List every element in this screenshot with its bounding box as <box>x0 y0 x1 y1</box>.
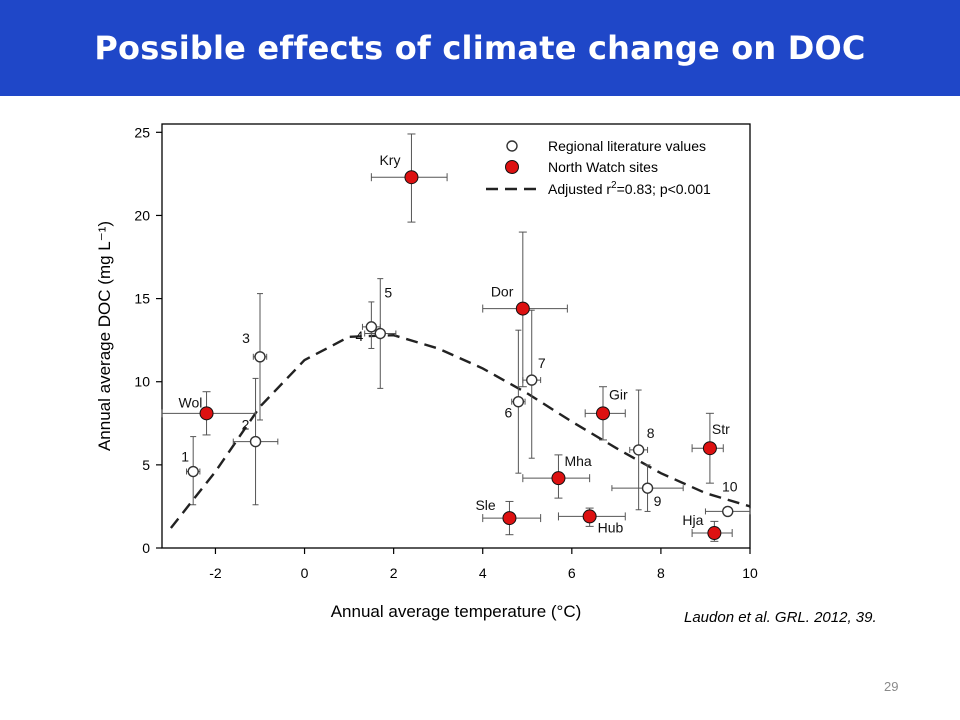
legend-label-north-watch: North Watch sites <box>548 159 658 175</box>
north-watch-point <box>582 509 597 524</box>
north-watch-point <box>502 511 517 526</box>
regional-point-label: 6 <box>504 405 512 421</box>
north-watch-point <box>404 170 419 185</box>
north-watch-point-label: Sle <box>475 497 495 513</box>
regional-point <box>374 327 386 340</box>
page-number: 29 <box>884 679 899 694</box>
regional-point <box>722 505 734 518</box>
north-watch-point <box>707 526 722 541</box>
regional-point-label: 1 <box>181 449 189 465</box>
north-watch-point-label: Str <box>712 421 730 437</box>
regional-point <box>249 435 262 448</box>
regional-point <box>632 444 645 456</box>
north-watch-point-label: Wol <box>179 394 203 410</box>
north-watch-point <box>702 441 717 456</box>
y-tick-label: 5 <box>142 457 150 473</box>
y-tick-label: 20 <box>134 207 150 223</box>
plot-frame <box>161 123 751 549</box>
regional-point-label: 3 <box>242 330 250 346</box>
regional-point-label: 4 <box>355 328 363 344</box>
regional-point-label: 7 <box>538 355 546 371</box>
north-watch-point <box>551 471 566 486</box>
x-tick-label: 2 <box>390 565 398 581</box>
y-tick-label: 0 <box>142 540 150 556</box>
x-axis-title: Annual average temperature (°C) <box>331 602 582 621</box>
regional-point <box>365 321 378 333</box>
north-watch-point <box>515 301 530 316</box>
north-watch-point-label: Hja <box>682 512 703 528</box>
fit-curve <box>169 333 751 529</box>
x-tick-label: -2 <box>209 565 222 581</box>
citation: Laudon et al. GRL. 2012, 39. <box>684 609 877 626</box>
y-tick-label: 25 <box>134 124 150 140</box>
north-watch-point-label: Mha <box>564 453 591 469</box>
regional-point-label: 8 <box>647 425 655 441</box>
north-watch-point-label: Gir <box>609 386 628 402</box>
x-tick-label: 6 <box>568 565 576 581</box>
x-tick-label: 10 <box>742 565 758 581</box>
y-tick-label: 10 <box>134 374 150 390</box>
regional-point <box>512 395 525 408</box>
legend-label-fit: Adjusted r2=0.83; p<0.001 <box>548 180 711 197</box>
x-tick-label: 0 <box>301 565 309 581</box>
x-tick-label: 4 <box>479 565 487 581</box>
regional-point <box>526 374 538 386</box>
x-tick-label: 8 <box>657 565 665 581</box>
title-bar: Possible effects of climate change on DO… <box>0 0 960 96</box>
legend-filled-circle-icon <box>505 160 519 174</box>
slide-title: Possible effects of climate change on DO… <box>94 29 866 67</box>
legend-label-regional: Regional literature values <box>548 138 706 154</box>
regional-point <box>187 465 199 478</box>
y-tick-label: 15 <box>134 291 150 307</box>
north-watch-point <box>596 406 610 421</box>
north-watch-point-label: Dor <box>491 284 514 300</box>
regional-point-label: 2 <box>242 417 250 433</box>
regional-point-label: 5 <box>384 285 392 301</box>
north-watch-point <box>199 406 214 421</box>
legend-open-circle-icon <box>506 140 518 152</box>
regional-point <box>254 351 266 363</box>
regional-point-label: 10 <box>722 478 738 494</box>
regional-point-label: 9 <box>654 493 662 509</box>
north-watch-point-label: Hub <box>598 519 624 535</box>
regional-point <box>641 482 654 494</box>
y-axis-title: Annual average DOC (mg L⁻¹) <box>95 221 114 451</box>
north-watch-point-label: Kry <box>379 152 400 168</box>
